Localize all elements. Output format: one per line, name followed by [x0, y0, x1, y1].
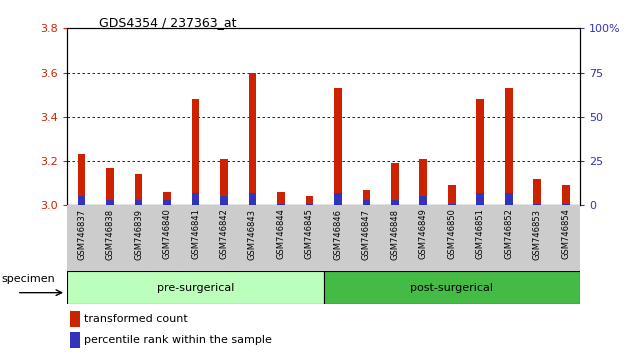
Text: GSM746846: GSM746846 [333, 209, 342, 259]
Bar [163, 200, 171, 205]
Bar [71, 332, 79, 348]
Bar [533, 204, 541, 205]
Text: GSM746844: GSM746844 [276, 209, 285, 259]
Text: GSM746843: GSM746843 [248, 209, 257, 259]
Text: GSM746842: GSM746842 [219, 209, 228, 259]
Bar [562, 204, 570, 205]
Bar [153, 205, 181, 271]
Bar [135, 200, 142, 205]
Bar [277, 204, 285, 205]
Bar [476, 193, 485, 205]
Bar [324, 205, 352, 271]
Text: GSM746853: GSM746853 [533, 209, 542, 259]
Bar [505, 193, 513, 205]
Bar [78, 154, 85, 205]
Bar [391, 200, 399, 205]
Bar [334, 88, 342, 205]
Bar [249, 193, 256, 205]
Bar [391, 163, 399, 205]
Bar [381, 205, 409, 271]
Bar [277, 192, 285, 205]
Bar [352, 205, 381, 271]
Text: percentile rank within the sample: percentile rank within the sample [84, 335, 272, 345]
Bar [78, 196, 85, 205]
Bar [409, 205, 438, 271]
Bar [163, 192, 171, 205]
Bar [124, 205, 153, 271]
Text: GDS4354 / 237363_at: GDS4354 / 237363_at [99, 16, 237, 29]
Text: GSM746851: GSM746851 [476, 209, 485, 259]
Bar [106, 200, 114, 205]
Text: transformed count: transformed count [84, 314, 188, 324]
Text: GSM746841: GSM746841 [191, 209, 200, 259]
Bar [448, 204, 456, 205]
Bar [476, 99, 485, 205]
Text: GSM746848: GSM746848 [390, 209, 399, 259]
Bar [249, 73, 256, 205]
Bar [67, 271, 324, 304]
Bar [334, 193, 342, 205]
Bar [523, 205, 552, 271]
Bar [419, 196, 428, 205]
Bar [552, 205, 580, 271]
Bar [210, 205, 238, 271]
Bar [181, 205, 210, 271]
Bar [71, 311, 79, 327]
Text: GSM746852: GSM746852 [504, 209, 513, 259]
Bar [306, 196, 313, 205]
Text: GSM746838: GSM746838 [106, 209, 115, 260]
Bar [306, 204, 313, 205]
Bar [238, 205, 267, 271]
Bar [419, 159, 428, 205]
Bar [220, 196, 228, 205]
Bar [296, 205, 324, 271]
Bar [505, 88, 513, 205]
Bar [96, 205, 124, 271]
Bar [267, 205, 296, 271]
Bar [363, 190, 370, 205]
Bar [67, 205, 96, 271]
Text: GSM746839: GSM746839 [134, 209, 143, 259]
Text: GSM746837: GSM746837 [77, 209, 86, 260]
Bar [495, 205, 523, 271]
Text: pre-surgerical: pre-surgerical [157, 282, 234, 293]
Bar [220, 159, 228, 205]
Bar [438, 205, 466, 271]
Bar [562, 185, 570, 205]
Bar [533, 179, 541, 205]
Text: GSM746849: GSM746849 [419, 209, 428, 259]
Text: GSM746847: GSM746847 [362, 209, 371, 259]
Bar [192, 99, 199, 205]
Text: GSM746845: GSM746845 [305, 209, 314, 259]
Bar [135, 175, 142, 205]
Bar [448, 185, 456, 205]
Bar [324, 271, 580, 304]
Bar [106, 168, 114, 205]
Bar [363, 200, 370, 205]
Text: GSM746840: GSM746840 [163, 209, 172, 259]
Text: specimen: specimen [1, 274, 55, 284]
Text: post-surgerical: post-surgerical [410, 282, 494, 293]
Bar [192, 193, 199, 205]
Text: GSM746854: GSM746854 [562, 209, 570, 259]
Bar [466, 205, 495, 271]
Text: GSM746850: GSM746850 [447, 209, 456, 259]
